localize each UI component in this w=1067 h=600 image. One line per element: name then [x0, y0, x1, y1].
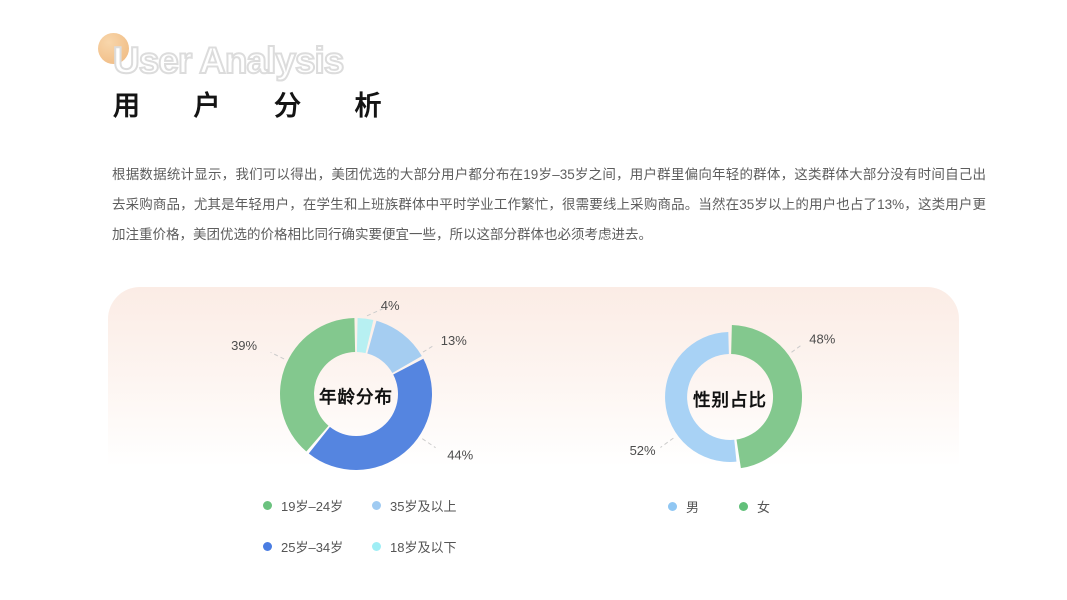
label-leader-line: [791, 343, 804, 353]
legend-dot-icon: [739, 502, 749, 511]
donut-slice-18岁及以下: [356, 318, 374, 354]
description-paragraph: 根据数据统计显示，我们可以得出，美团优选的大部分用户都分布在19岁–35岁之间，…: [112, 167, 986, 242]
legend-dot-icon: [263, 542, 272, 551]
age-chart-title: 年龄分布: [319, 387, 393, 407]
gender-chart-legend: 男女: [668, 497, 770, 516]
decor-orange-circle: [98, 33, 129, 64]
donut-slice-男: [665, 332, 737, 462]
legend-item-19岁–24岁: 19岁–24岁: [263, 496, 372, 515]
donut-slice-19岁–24岁: [280, 318, 356, 452]
label-leader-line: [422, 344, 436, 353]
page-title-english: User Analysis: [112, 39, 345, 82]
legend-item-18岁及以下: 18岁及以下: [372, 537, 456, 556]
legend-dot-icon: [263, 501, 272, 510]
page-title-chinese: 用 户 分 析: [113, 91, 405, 121]
legend-item-男: 男: [668, 497, 699, 516]
donut-slice-35岁及以上: [367, 320, 422, 373]
legend-dot-icon: [668, 502, 677, 511]
label-leader-line: [270, 351, 285, 360]
slice-percent-label: 44%: [447, 448, 473, 463]
label-leader-line: [660, 437, 674, 448]
slice-percent-label: 13%: [441, 333, 467, 348]
legend-label: 男: [686, 500, 700, 515]
legend-label: 女: [757, 500, 771, 515]
label-leader-line: [366, 306, 389, 317]
slice-percent-label: 48%: [809, 331, 835, 346]
age-chart-legend: 19岁–24岁 35岁及以上 25岁–34岁 18岁及以下: [263, 496, 456, 556]
gender-donut-chart: 48% 52%: [630, 325, 836, 469]
legend-item-女: 女: [739, 497, 770, 516]
gender-chart-title: 性别占比: [693, 390, 767, 410]
donut-slice-女: [731, 325, 803, 469]
slice-percent-label: 52%: [630, 443, 656, 458]
legend-dot-icon: [372, 501, 381, 510]
legend-label: 25岁–34岁: [281, 540, 344, 555]
legend-dot-icon: [372, 542, 381, 551]
legend-label: 18岁及以下: [390, 540, 457, 555]
legend-item-25岁–34岁: 25岁–34岁: [263, 537, 372, 556]
charts-card: [108, 287, 959, 577]
slice-percent-label: 4%: [381, 298, 400, 313]
legend-item-35岁及以上: 35岁及以上: [372, 496, 456, 515]
slice-percent-label: 39%: [231, 338, 257, 353]
label-leader-line: [422, 438, 436, 449]
age-donut-chart: 4% 13% 44% 39%: [231, 298, 474, 471]
legend-label: 19岁–24岁: [281, 499, 344, 514]
legend-label: 35岁及以上: [390, 499, 457, 514]
donut-slice-25岁–34岁: [308, 358, 432, 471]
